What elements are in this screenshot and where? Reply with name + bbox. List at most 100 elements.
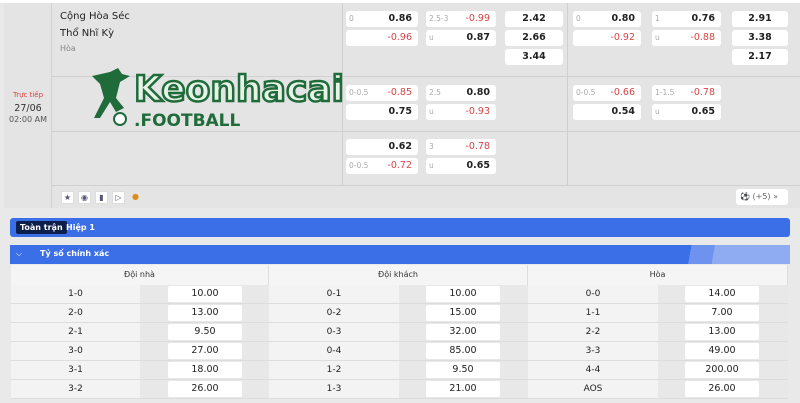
top-border	[0, 0, 800, 3]
eye-icon[interactable]: ◉	[78, 191, 91, 204]
score-label: 3-1	[11, 361, 140, 380]
odds-cell-ft_ou[interactable]: 2.5-3 -0.99	[426, 11, 496, 27]
odds-line: 2.5	[429, 88, 441, 97]
live-status: Trực tiếp	[12, 91, 44, 99]
score-label: AOS	[528, 380, 658, 399]
score-label: 0-3	[269, 323, 399, 342]
score-label: 2-0	[11, 304, 140, 323]
score-odds-button[interactable]: 9.50	[426, 362, 500, 378]
score-odds-button[interactable]: 32.00	[426, 324, 500, 340]
odds-value: -0.96	[387, 32, 412, 43]
odds-cell-ft_ou[interactable]: 2.5 0.80	[426, 85, 496, 101]
odds-line: u	[429, 33, 434, 42]
score-odds-button[interactable]: 21.00	[426, 381, 500, 397]
section-header-exact-score[interactable]: ⌵ Tỷ số chính xác	[10, 245, 790, 264]
odds-line: 0-0.5	[576, 88, 596, 97]
divider	[52, 185, 800, 186]
score-label: 3-2	[11, 380, 140, 399]
score-odds-button[interactable]: 26.00	[168, 381, 242, 397]
score-odds-button[interactable]: 200.00	[685, 362, 759, 378]
odds-cell-h1_hdp[interactable]: 0 0.80	[573, 11, 641, 27]
tab-full-match[interactable]: Toàn trận	[16, 221, 67, 234]
stats-icon[interactable]: ▮	[95, 191, 108, 204]
odds-value: 0.54	[611, 106, 635, 117]
score-odds-button[interactable]: 7.00	[685, 305, 759, 321]
header-home: Đội nhà	[11, 265, 269, 285]
score-odds-button[interactable]: 85.00	[426, 343, 500, 359]
odds-cell-h1_1x2[interactable]: 2.91	[732, 11, 788, 27]
score-label: 2-1	[11, 323, 140, 342]
odds-cell-h1_hdp[interactable]: 0.54	[573, 104, 641, 120]
header-away: Đội khách	[269, 265, 528, 285]
divider	[52, 76, 800, 77]
odds-cell-ft_hdp[interactable]: 0.62	[346, 139, 418, 155]
score-odds-button[interactable]: 10.00	[426, 286, 500, 302]
odds-cell-ft_1x2[interactable]: 2.66	[505, 30, 563, 46]
odds-value: 2.17	[748, 51, 772, 62]
odds-cell-ft_hdp[interactable]: 0 0.86	[346, 11, 418, 27]
odds-cell-h1_1x2[interactable]: 3.38	[732, 30, 788, 46]
divider	[567, 3, 568, 185]
more-count: (+5)	[752, 192, 771, 201]
section-title: Tỷ số chính xác	[40, 249, 110, 258]
svg-text:.FOOTBALL: .FOOTBALL	[134, 111, 241, 131]
score-odds-button[interactable]: 13.00	[685, 324, 759, 340]
chevron-down-icon: »	[773, 192, 779, 201]
odds-cell-h1_ou[interactable]: 1-1.5 -0.78	[652, 85, 721, 101]
score-odds-button[interactable]: 9.50	[168, 324, 242, 340]
score-odds-button[interactable]: 27.00	[168, 343, 242, 359]
score-odds-button[interactable]: 18.00	[168, 362, 242, 378]
odds-value: -0.85	[387, 87, 412, 98]
fire-icon[interactable]: ●	[132, 192, 139, 201]
score-odds-button[interactable]: 10.00	[168, 286, 242, 302]
star-icon[interactable]: ★	[61, 191, 74, 204]
play-icon[interactable]: ▷	[112, 191, 125, 204]
odds-cell-ft_ou[interactable]: u -0.93	[426, 104, 496, 120]
odds-value: 0.86	[388, 13, 412, 24]
odds-value: -0.99	[465, 13, 490, 24]
odds-value: 3.44	[522, 51, 546, 62]
odds-cell-ft_1x2[interactable]: 2.42	[505, 11, 563, 27]
odds-cell-ft_hdp[interactable]: -0.96	[346, 30, 418, 46]
odds-line: u	[429, 161, 434, 170]
odds-cell-ft_ou[interactable]: 3 -0.78	[426, 139, 496, 155]
odds-value: 0.65	[466, 160, 490, 171]
score-odds-button[interactable]: 15.00	[426, 305, 500, 321]
divider	[52, 131, 800, 132]
odds-cell-h1_ou[interactable]: u 0.65	[652, 104, 721, 120]
score-odds-button[interactable]: 49.00	[685, 343, 759, 359]
odds-cell-ft_hdp[interactable]: 0-0.5 -0.72	[346, 158, 418, 174]
tab-first-half[interactable]: Hiệp 1	[66, 223, 95, 232]
odds-value: 3.38	[748, 32, 772, 43]
odds-cell-ft_1x2[interactable]: 3.44	[505, 49, 563, 65]
odds-value: 2.42	[522, 13, 546, 24]
score-odds-button[interactable]: 26.00	[685, 381, 759, 397]
away-team[interactable]: Thổ Nhĩ Kỳ	[60, 28, 114, 39]
odds-cell-h1_hdp[interactable]: -0.92	[573, 30, 641, 46]
header-draw: Hòa	[528, 265, 788, 285]
ball-icon: ⚽	[740, 192, 750, 201]
more-markets-button[interactable]: ⚽ (+5) »	[736, 189, 788, 205]
odds-value: -0.66	[610, 87, 635, 98]
home-team[interactable]: Cộng Hòa Séc	[60, 11, 130, 22]
score-label: 1-3	[269, 380, 399, 399]
odds-value: -0.72	[387, 160, 412, 171]
odds-cell-ft_hdp[interactable]: 0.75	[346, 104, 418, 120]
odds-cell-h1_ou[interactable]: u -0.88	[652, 30, 721, 46]
score-label: 3-3	[528, 342, 658, 361]
score-odds-button[interactable]: 14.00	[685, 286, 759, 302]
odds-line: u	[429, 107, 434, 116]
score-odds-button[interactable]: 13.00	[168, 305, 242, 321]
odds-cell-ft_ou[interactable]: u 0.65	[426, 158, 496, 174]
odds-cell-h1_hdp[interactable]: 0-0.5 -0.66	[573, 85, 641, 101]
score-label: 3-0	[11, 342, 140, 361]
score-label: 4-4	[528, 361, 658, 380]
odds-value: -0.78	[465, 141, 490, 152]
odds-cell-ft_hdp[interactable]: 0-0.5 -0.85	[346, 85, 418, 101]
odds-cell-ft_ou[interactable]: u 0.87	[426, 30, 496, 46]
watermark-logo: Keonhacai .FOOTBALL	[90, 68, 345, 134]
draw-label: Hòa	[60, 44, 76, 53]
score-label: 1-2	[269, 361, 399, 380]
odds-cell-h1_1x2[interactable]: 2.17	[732, 49, 788, 65]
odds-cell-h1_ou[interactable]: 1 0.76	[652, 11, 721, 27]
